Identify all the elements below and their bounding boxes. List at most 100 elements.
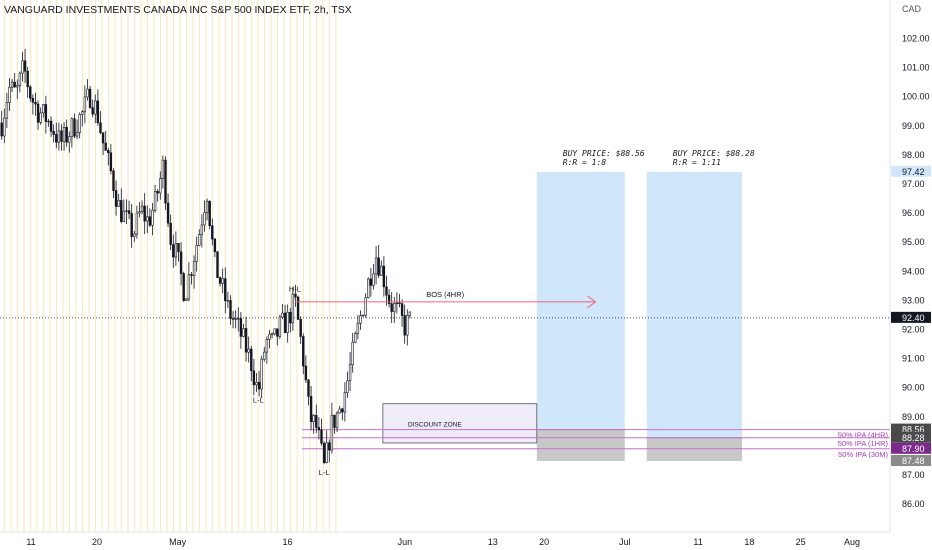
price-badge (891, 442, 931, 454)
candle-body (382, 265, 386, 288)
candle-body (13, 81, 16, 88)
candle-body (185, 298, 188, 302)
price-badge (891, 165, 931, 177)
session-band (4, 0, 5, 532)
price-badge-label: 88.28 (902, 433, 925, 443)
session-band (166, 0, 168, 532)
candle-body (281, 312, 284, 318)
x-tick-label: Aug (844, 537, 860, 547)
candle-body (255, 381, 258, 386)
candle-body (406, 315, 409, 336)
candle-body (62, 126, 66, 142)
candle-body (10, 81, 14, 88)
candle-body (169, 222, 172, 245)
x-tick-label: Jul (619, 537, 631, 547)
candle-body (211, 225, 214, 240)
session-band (322, 0, 324, 532)
candle-body (107, 150, 110, 154)
candle-body (369, 278, 373, 286)
candle-body (49, 120, 53, 132)
candle-body (299, 319, 302, 337)
discount-zone-label: DISCOUNT ZONE (408, 422, 462, 429)
x-tick-label: 11 (26, 537, 35, 547)
position-rr: R:R = 1:11 (673, 158, 721, 167)
candle-body (179, 251, 183, 274)
y-tick-label: 94.00 (902, 266, 925, 276)
y-tick-label: 98.00 (902, 150, 925, 160)
candle-body (400, 303, 404, 316)
candle-body (351, 341, 354, 366)
x-tick-label: 18 (744, 537, 754, 547)
candle-body (29, 86, 32, 99)
price-axis[interactable]: CAD86.0087.0088.0089.0090.0091.0092.0093… (0, 0, 931, 533)
session-band (36, 0, 38, 532)
candle-body (8, 86, 11, 103)
structure-label: H-L (289, 285, 301, 294)
candle-body (315, 415, 318, 428)
candle-body (309, 396, 313, 422)
candle-body (393, 303, 396, 312)
candle-body (44, 104, 48, 122)
candle-body (387, 294, 391, 304)
candle-body (260, 358, 263, 390)
session-band (147, 0, 148, 532)
session-band (75, 0, 77, 532)
candle-body (23, 60, 27, 72)
price-badge-label: 92.40 (902, 313, 925, 323)
chart-title: VANGUARD INVESTMENTS CANADA INC S&P 500 … (4, 4, 352, 16)
y-tick-label: 93.00 (902, 295, 925, 305)
candle-body (367, 278, 370, 299)
ipa-level-label: 50% IPA (30M) (838, 450, 888, 459)
ipa-level-label: 50% IPA (1HR) (838, 439, 889, 448)
candle-body (5, 102, 9, 119)
session-band (303, 0, 304, 532)
session-band (88, 0, 90, 532)
session-band (114, 0, 116, 532)
session-band (264, 0, 265, 532)
candle-body (34, 102, 37, 105)
candle-body (302, 336, 305, 367)
session-band (127, 0, 129, 532)
candle-body (294, 293, 297, 298)
candle-body (109, 152, 113, 172)
candle-body (0, 122, 3, 137)
candle-body (359, 315, 362, 324)
candle-body (83, 96, 87, 113)
y-tick-label: 89.00 (902, 412, 925, 422)
candle-body (130, 213, 133, 237)
candle-body (213, 238, 217, 252)
bos-arrow-head (587, 295, 597, 309)
candle-body (224, 278, 227, 301)
session-band (153, 0, 155, 532)
structure-label: L-L (253, 395, 264, 404)
candle-body (307, 379, 310, 397)
session-band (121, 0, 122, 532)
price-badge-label: 88.56 (902, 425, 925, 435)
session-band (329, 0, 330, 532)
ipa-level-label: 50% IPA (4HR) (838, 431, 889, 440)
candle-body (377, 257, 380, 276)
position-rr: R:R = 1:8 (563, 158, 607, 167)
candle-body (198, 234, 201, 246)
candle-body (112, 170, 115, 191)
session-band (134, 0, 135, 532)
candle-body (96, 100, 100, 124)
candle-body (322, 442, 326, 463)
session-band (160, 0, 161, 532)
candle-body (153, 190, 157, 211)
session-band (238, 0, 239, 532)
candle-body (205, 200, 209, 213)
session-band (290, 0, 291, 532)
candle-body (320, 429, 323, 444)
time-axis[interactable]: 11 20 May 16 Jun 13 20 Jul 11 18 25 Aug (26, 537, 860, 547)
candle-body (99, 122, 102, 133)
x-tick-label: 13 (488, 537, 498, 547)
candle-body (244, 328, 248, 353)
session-band (56, 0, 57, 532)
candle-body (348, 364, 352, 382)
target-zone (536, 171, 625, 430)
candle-body (356, 322, 360, 334)
candle-body (65, 126, 68, 143)
candle-body (94, 100, 97, 115)
